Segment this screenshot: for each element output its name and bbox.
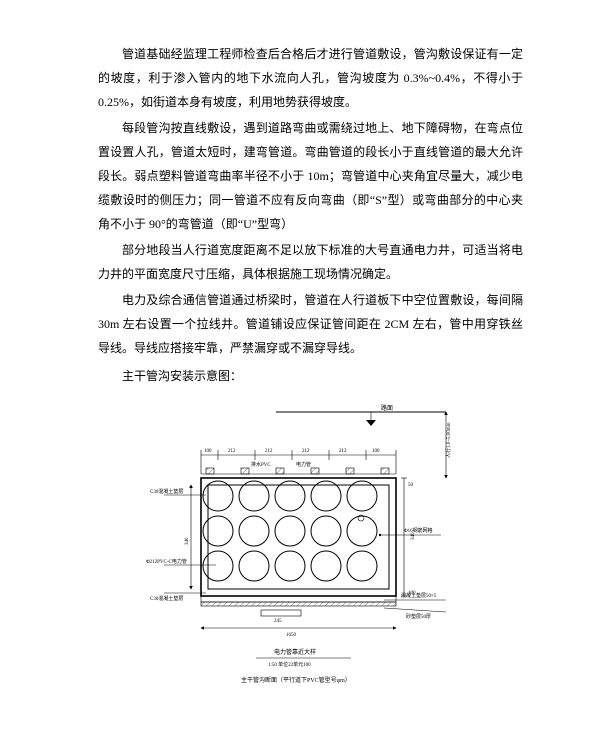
dim-top-1: 212 <box>228 449 236 454</box>
document-page: 管道基础经监理工程师检查后合格后才进行管道敷设，管沟敷设保证有一定的坡度，利于渗… <box>0 0 591 720</box>
dim-bot-1650: 1650 <box>286 633 297 638</box>
dim-top-3: 212 <box>302 449 310 454</box>
label-sand: 砂垫层50厚 <box>406 613 431 620</box>
dim-top-5: 100 <box>372 449 380 454</box>
paragraph-1: 管道基础经监理工程师检查后合格后才进行管道敷设，管沟敷设保证有一定的坡度，利于渗… <box>98 42 523 114</box>
pipe-trench-diagram: 路面 人行1.0~5.00mm 100 <box>146 400 476 700</box>
pipe-circle <box>239 516 269 546</box>
label-power: 电力管 <box>296 461 311 468</box>
pipe-circle <box>311 551 341 581</box>
figure-caption: 主干管沟安装示意图： <box>98 364 523 388</box>
dim-r50: 50 <box>408 483 414 488</box>
paragraph-3: 部分地段当人行道宽度距离不足以放下标准的大号直通电力井，可适当将电力井的平面宽度… <box>98 238 523 286</box>
label-ground: 路面 <box>381 404 393 412</box>
diagram-container: 路面 人行1.0~5.00mm 100 <box>98 400 523 700</box>
dim-top-2: 212 <box>265 449 273 454</box>
label-rebar-layer: 混凝土垫层50×5 <box>401 592 437 599</box>
label-conc-bot: C30混凝土垫层 <box>150 595 183 602</box>
pipe-circle <box>347 516 377 546</box>
paragraph-2: 每段管沟按直线敷设，遇到道路弯曲或需绕过地上、地下障碍物，在弯点位置设置人孔，管… <box>98 116 523 236</box>
label-conc-top: C30混凝土垫层 <box>150 488 183 495</box>
diagram-title-2: 主干管沟断面（平行道下PVC管型号φm） <box>241 676 351 684</box>
label-mesh: Φ16钢筋网格 <box>404 527 433 534</box>
dim-r340: 340 <box>411 532 416 540</box>
diagram-scale: 1:50 单位22单元100 <box>268 661 311 668</box>
dim-top-0: 100 <box>204 449 212 454</box>
label-depth: 人行1.0~5.00mm <box>445 422 452 458</box>
dim-left-340: 340 <box>185 537 190 545</box>
pipe-circle <box>239 551 269 581</box>
paragraph-4: 电力及综合通信管道通过桥梁时，管道在人行道板下中空位置敷设，每间隔 30m 左右… <box>98 288 523 360</box>
pipe-circle <box>275 551 305 581</box>
pipe-circle <box>275 516 305 546</box>
label-pipe-spec: Φ212PVC-C电力管 <box>146 558 187 565</box>
diagram-title-1: 电力管靠近大样 <box>274 648 316 656</box>
dim-bot-245: 245 <box>274 619 282 624</box>
dim-top-4: 212 <box>339 449 347 454</box>
pipe-circle <box>311 516 341 546</box>
label-pvc: 排水PVC <box>251 461 271 468</box>
pipe-circle <box>347 551 377 581</box>
